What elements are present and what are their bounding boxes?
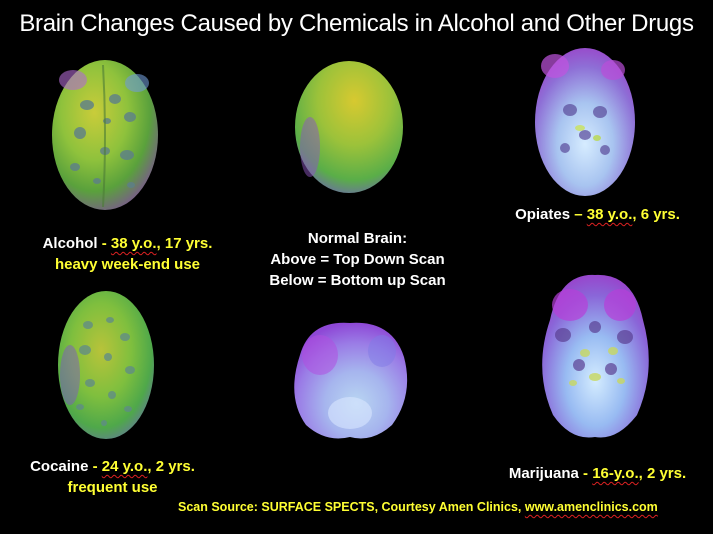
marijuana-duration: , 2 yrs.: [638, 465, 687, 482]
normal-brain-below: Below = Bottom up Scan: [269, 272, 446, 289]
cocaine-caption: Cocaine - 24 y.o., 2 yrs. frequent use: [5, 456, 220, 498]
cocaine-age: 24 y.o.: [101, 458, 148, 475]
scan-source: Scan Source: SURFACE SPECTS, Courtesy Am…: [178, 500, 698, 514]
brain-scan-cocaine-icon: [58, 291, 154, 439]
opiates-age: 38 y.o.: [586, 206, 633, 223]
marijuana-age: 16-y.o.: [592, 465, 639, 482]
alcohol-label: Alcohol: [42, 235, 98, 252]
brain-scan-normal-top-icon: [295, 61, 403, 193]
marijuana-label: Marijuana: [508, 465, 579, 482]
page-title: Brain Changes Caused by Chemicals in Alc…: [19, 10, 694, 37]
marijuana-caption: Marijuana - 16-y.o., 2 yrs.: [508, 465, 687, 482]
opiates-duration: , 6 yrs.: [632, 206, 680, 223]
cocaine-duration: , 2 yrs.: [147, 458, 195, 475]
brain-scan-normal-bottom-icon: [294, 322, 408, 439]
alcohol-usage: heavy week-end use: [54, 256, 201, 273]
brain-scan-opiates-icon: [535, 48, 635, 196]
alcohol-duration: , 17 yrs.: [156, 235, 213, 252]
source-link[interactable]: www.amenclinics.com: [524, 500, 658, 514]
scan-source-text: Scan Source: SURFACE SPECTS, Courtesy Am…: [178, 500, 525, 514]
opiates-caption: Opiates – 38 y.o., 6 yrs.: [515, 206, 680, 223]
normal-brain-above: Above = Top Down Scan: [270, 251, 445, 268]
cocaine-usage: frequent use: [67, 479, 158, 496]
opiates-label: Opiates: [515, 206, 571, 223]
normal-brain-title: Normal Brain:: [307, 230, 408, 247]
brain-scan-marijuana-icon: [542, 274, 649, 438]
alcohol-age: 38 y.o.: [110, 235, 157, 252]
normal-brain-caption: Normal Brain: Above = Top Down Scan Belo…: [245, 228, 470, 291]
alcohol-caption: Alcohol - 38 y.o., 17 yrs. heavy week-en…: [20, 233, 235, 275]
cocaine-label: Cocaine: [30, 458, 89, 475]
brain-scan-alcohol-icon: [52, 60, 158, 210]
